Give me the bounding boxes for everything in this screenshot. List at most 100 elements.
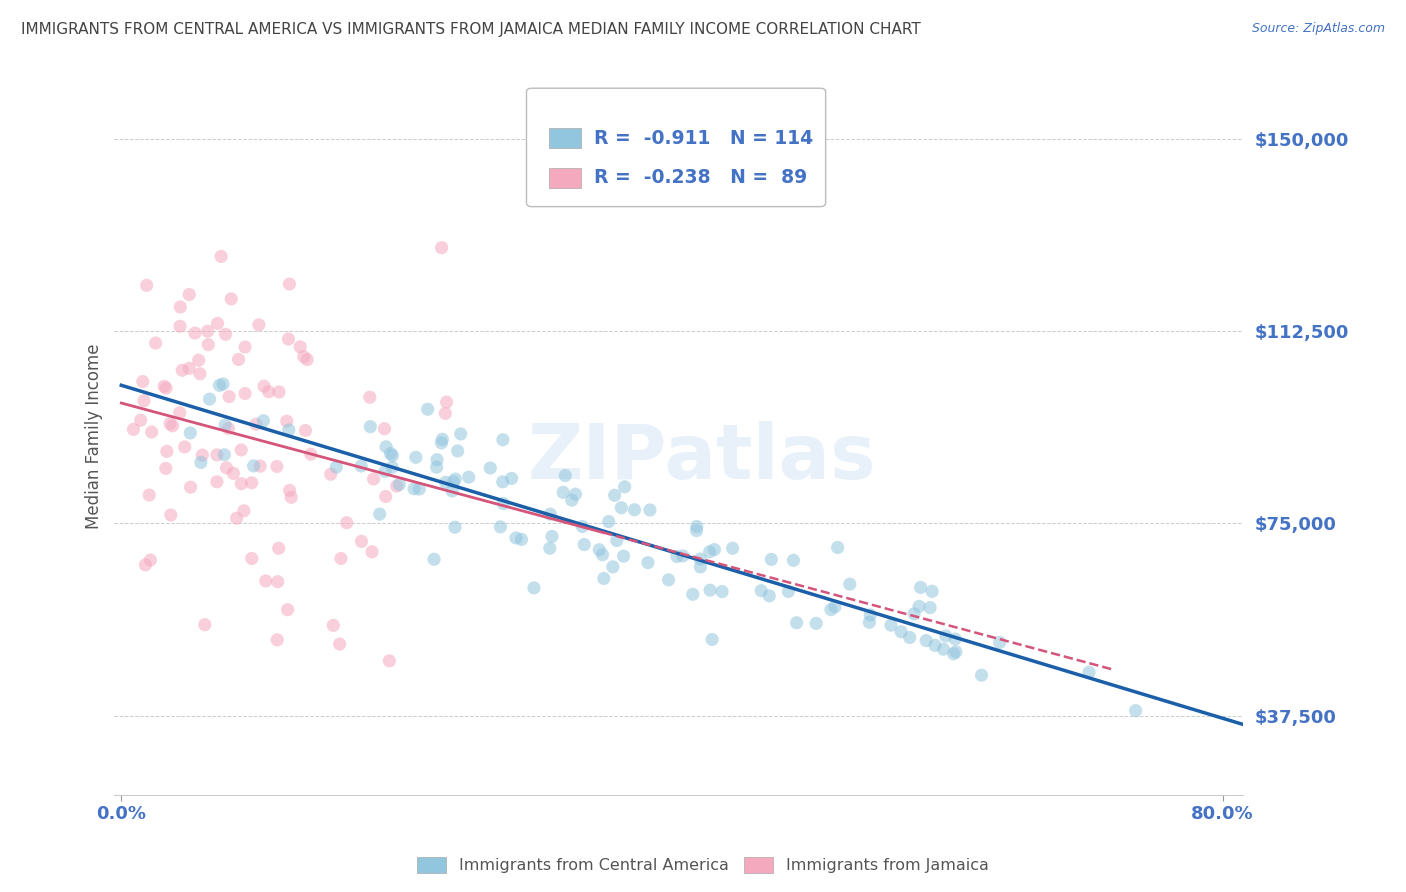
Text: R =  -0.238   N =  89: R = -0.238 N = 89 — [595, 169, 807, 187]
Point — [205, 448, 228, 462]
Point — [658, 573, 681, 587]
Point — [903, 607, 925, 621]
Point — [297, 352, 319, 367]
Point — [598, 515, 620, 529]
Point — [610, 500, 633, 515]
Y-axis label: Median Family Income: Median Family Income — [86, 343, 103, 529]
Point — [278, 277, 301, 291]
Point — [685, 524, 707, 538]
Point — [758, 589, 780, 603]
Point — [254, 574, 277, 588]
Point — [153, 379, 176, 393]
Point — [325, 460, 347, 475]
Point — [179, 361, 201, 376]
Point — [824, 599, 846, 614]
Point — [910, 581, 932, 595]
Point — [233, 386, 256, 401]
Point — [943, 632, 966, 646]
Point — [378, 654, 401, 668]
Point — [538, 541, 561, 556]
Point — [492, 475, 515, 489]
Point — [441, 475, 464, 489]
Point — [447, 444, 470, 458]
Point — [145, 336, 167, 351]
Point — [444, 520, 467, 534]
Point — [299, 447, 322, 461]
Point — [970, 668, 993, 682]
Point — [426, 452, 449, 467]
Legend: Immigrants from Central America, Immigrants from Jamaica: Immigrants from Central America, Immigra… — [411, 850, 995, 880]
Point — [721, 541, 744, 556]
Point — [682, 587, 704, 601]
Point — [276, 414, 298, 428]
Point — [240, 475, 263, 490]
Point — [266, 632, 288, 647]
FancyBboxPatch shape — [550, 128, 581, 148]
Point — [553, 485, 575, 500]
Point — [179, 287, 201, 301]
Point — [538, 507, 561, 521]
Point — [208, 378, 231, 392]
Point — [574, 538, 596, 552]
Point — [689, 552, 711, 566]
Point — [592, 571, 614, 585]
Point — [194, 617, 217, 632]
Point — [134, 558, 156, 572]
Point — [225, 511, 247, 525]
Point — [921, 584, 943, 599]
Point — [218, 390, 240, 404]
Point — [169, 319, 191, 334]
Point — [561, 493, 583, 508]
Point — [159, 508, 181, 522]
Point — [330, 551, 353, 566]
Point — [898, 631, 921, 645]
Point — [689, 560, 711, 574]
Point — [197, 337, 219, 351]
Point — [162, 418, 184, 433]
Point — [277, 332, 299, 346]
Point — [920, 600, 942, 615]
Point — [457, 470, 479, 484]
Point — [380, 446, 402, 460]
Point — [405, 450, 427, 465]
Point — [132, 393, 155, 408]
Point — [336, 516, 359, 530]
Point — [212, 376, 235, 391]
Point — [613, 480, 636, 494]
Point — [385, 479, 408, 493]
Point — [523, 581, 546, 595]
Point — [350, 458, 373, 473]
Point — [908, 599, 931, 614]
Point — [180, 480, 202, 494]
Point — [217, 421, 239, 435]
Point — [434, 406, 457, 420]
Point — [592, 548, 614, 562]
Text: IMMIGRANTS FROM CENTRAL AMERICA VS IMMIGRANTS FROM JAMAICA MEDIAN FAMILY INCOME : IMMIGRANTS FROM CENTRAL AMERICA VS IMMIG… — [21, 22, 921, 37]
Point — [245, 417, 267, 431]
Point — [699, 583, 721, 598]
Point — [267, 384, 290, 399]
Point — [571, 519, 593, 533]
Point — [444, 472, 467, 486]
Point — [432, 432, 454, 446]
Point — [375, 440, 398, 454]
Point — [155, 461, 177, 475]
Point — [359, 390, 381, 404]
Point — [820, 602, 842, 616]
Point — [169, 406, 191, 420]
Point — [267, 541, 290, 556]
Point — [187, 353, 209, 368]
Point — [219, 292, 242, 306]
Point — [932, 642, 955, 657]
Point — [159, 417, 181, 431]
Point — [436, 395, 458, 409]
Point — [665, 549, 688, 564]
Point — [267, 574, 290, 589]
Point — [197, 324, 219, 338]
Point — [294, 424, 316, 438]
Point — [880, 618, 903, 632]
Point — [359, 419, 381, 434]
Point — [172, 363, 194, 377]
Point — [426, 460, 449, 475]
Point — [381, 460, 404, 475]
